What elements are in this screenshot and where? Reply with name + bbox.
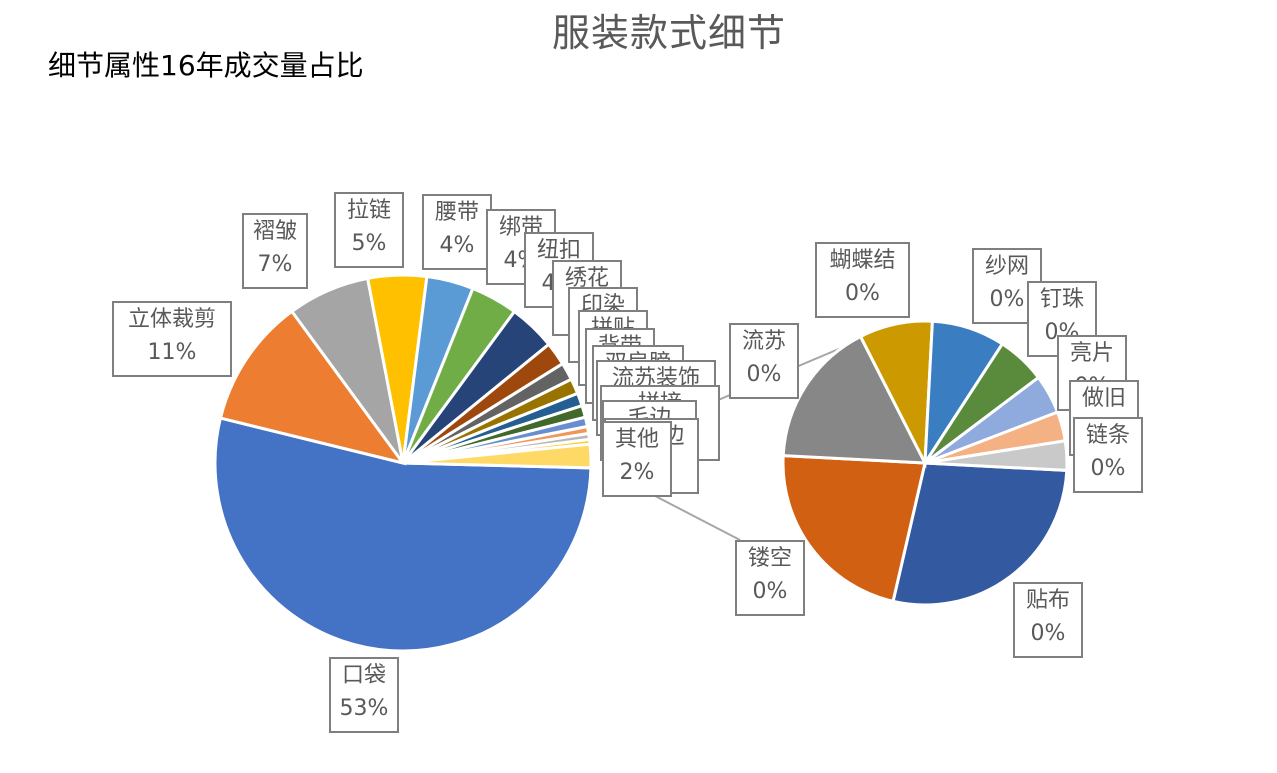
label-percent: 2% xyxy=(619,460,655,485)
chart-title: 服装款式细节 xyxy=(552,11,787,55)
main-pie-label: 口袋 53% xyxy=(329,657,399,733)
label-percent: 53% xyxy=(339,696,389,721)
secondary-pie-label: 流苏 0% xyxy=(729,323,799,399)
label-percent: 0% xyxy=(746,362,782,387)
label-category: 做旧 xyxy=(1081,386,1126,411)
chart-subtitle: 细节属性16年成交量占比 xyxy=(48,49,364,82)
secondary-pie-slice xyxy=(781,453,927,604)
main-pie-label: 褶皱 7% xyxy=(242,213,308,289)
secondary-pie-slice xyxy=(924,439,1069,473)
label-percent: 7% xyxy=(257,252,293,277)
main-pie-slice xyxy=(402,442,593,470)
secondary-pie-slice xyxy=(891,461,1069,607)
label-category: 口袋 xyxy=(341,663,386,688)
main-pie-label: 立体裁剪 11% xyxy=(112,301,232,377)
label-percent: 11% xyxy=(147,340,197,365)
label-category: 绣花 xyxy=(564,266,609,291)
label-category: 拉链 xyxy=(346,198,391,223)
secondary-pie-label: 贴布 0% xyxy=(1013,582,1083,658)
label-category: 链条 xyxy=(1085,423,1130,448)
label-category: 其他 xyxy=(614,427,659,452)
secondary-pie-label: 镂空 0% xyxy=(735,540,805,616)
label-category: 纱网 xyxy=(984,254,1029,279)
label-category: 亮片 xyxy=(1069,341,1114,366)
main-pie-slice xyxy=(218,309,407,466)
label-category: 纽扣 xyxy=(536,238,581,263)
secondary-pie-label: 蝴蝶结 0% xyxy=(815,242,910,318)
label-category: 流苏 xyxy=(741,329,786,354)
label-category: 褶皱 xyxy=(252,219,297,244)
label-category: 立体裁剪 xyxy=(127,307,216,332)
label-category: 腰带 xyxy=(434,200,479,225)
label-percent: 0% xyxy=(1090,456,1126,481)
label-percent: 0% xyxy=(845,281,880,306)
label-percent: 0% xyxy=(989,287,1025,312)
main-pie-label: 绑带 4% xyxy=(486,209,556,285)
label-percent: 5% xyxy=(351,231,387,256)
secondary-pie-slice xyxy=(781,334,928,465)
label-category: 镂空 xyxy=(747,546,792,571)
main-pie-slice xyxy=(213,416,593,653)
main-pie-label: 拉链 5% xyxy=(334,192,404,268)
label-percent: 0% xyxy=(1030,621,1066,646)
label-percent: 0% xyxy=(752,579,788,604)
label-category: 贴布 xyxy=(1025,588,1070,613)
main-pie-label: 腰带 4% xyxy=(422,194,492,270)
label-percent: 4% xyxy=(439,233,475,258)
label-category: 蝴蝶结 xyxy=(829,248,896,273)
main-pie-label: 其他 2% xyxy=(602,421,672,497)
secondary-pie-label: 链条 0% xyxy=(1073,417,1143,493)
label-category: 钉珠 xyxy=(1039,287,1084,312)
